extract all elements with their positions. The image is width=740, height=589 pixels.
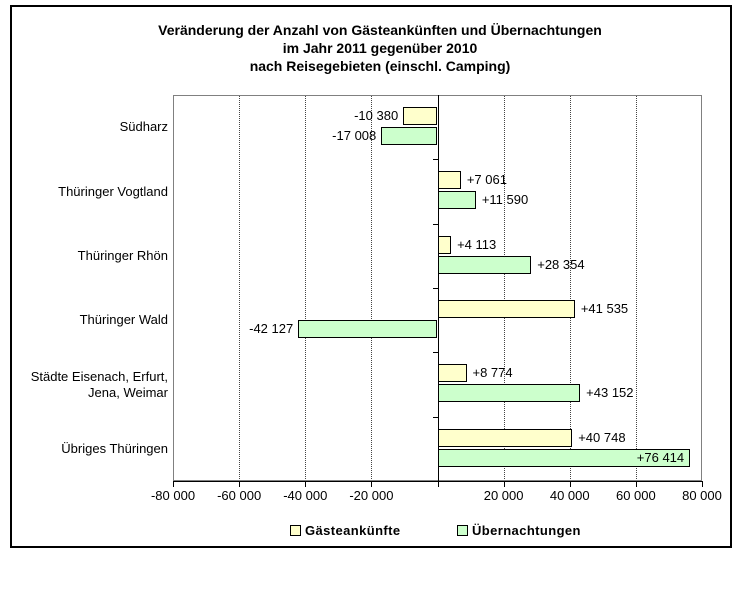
gridline — [635, 95, 637, 481]
category-axis-tick — [432, 288, 438, 289]
bar-uebernachtungen — [437, 255, 532, 274]
category-label: Städte Eisenach, Erfurt, Jena, Weimar — [30, 368, 168, 400]
x-axis-tick — [305, 481, 307, 487]
chart-title-line3: nach Reisegebieten (einschl. Camping) — [249, 58, 511, 74]
bar-gaesteankuenfte — [437, 171, 461, 190]
x-axis-tick-label: -40 000 — [283, 488, 328, 503]
bar-gaesteankuenfte — [437, 235, 452, 254]
legend: Gästeankünfte Übernachtungen — [0, 523, 740, 539]
bar-gaesteankuenfte — [437, 300, 575, 318]
chart-title: Veränderung der Anzahl von Gästeankünfte… — [30, 21, 730, 75]
gridline — [239, 95, 241, 481]
category-label: Thüringer Wald — [79, 312, 168, 328]
bar-uebernachtungen — [298, 320, 438, 338]
bar-gaesteankuenfte — [437, 428, 573, 447]
category-axis-tick — [432, 223, 438, 225]
x-axis-tick-label: 20 000 — [483, 488, 524, 503]
category-label: Thüringer Vogtland — [58, 183, 168, 199]
bar-value-label: -42 127 — [249, 321, 294, 336]
bar-value-label: -17 008 — [332, 128, 377, 143]
legend-label-uebernachtungen: Übernachtungen — [472, 523, 581, 538]
category-axis-line — [437, 95, 439, 481]
gridline — [569, 95, 571, 481]
x-axis-tick-label: -80 000 — [150, 488, 196, 503]
category-label: Übriges Thüringen — [61, 440, 168, 456]
category-label: Thüringer Rhön — [77, 247, 168, 263]
gridline — [371, 95, 373, 481]
x-axis-tick-label: 40 000 — [549, 488, 590, 503]
x-axis-tick — [239, 481, 241, 487]
legend-label-gaesteankuenfte: Gästeankünfte — [305, 523, 401, 538]
bar-value-label: +4 113 — [457, 236, 497, 252]
bar-value-label: +8 774 — [472, 365, 513, 381]
x-axis-tick — [569, 481, 571, 487]
category-axis-tick — [432, 159, 438, 161]
x-axis-tick — [371, 481, 373, 487]
legend-swatch-gaesteankuenfte — [290, 525, 301, 536]
bar-uebernachtungen — [437, 384, 581, 403]
bar-value-label: +28 354 — [537, 256, 585, 272]
gridline — [503, 95, 505, 481]
x-axis-tick — [635, 481, 637, 487]
x-axis-tick — [702, 481, 703, 487]
bar-value-label: +7 061 — [466, 172, 507, 188]
x-axis-tick — [437, 481, 439, 487]
category-axis-tick — [432, 416, 438, 418]
x-axis-tick-label: -20 000 — [349, 488, 394, 503]
bar-uebernachtungen — [437, 191, 476, 210]
x-axis-tick-label: 60 000 — [615, 488, 656, 503]
bar-value-label: -10 380 — [354, 108, 399, 123]
category-label: Südharz — [119, 119, 168, 135]
gridline — [305, 95, 307, 481]
bar-uebernachtungen — [381, 127, 438, 145]
bar-value-label: +41 535 — [580, 301, 629, 316]
bar-value-label: +76 414 — [636, 449, 685, 465]
category-axis-tick — [432, 352, 438, 354]
legend-swatch-uebernachtungen — [457, 525, 468, 536]
chart-title-line2: im Jahr 2011 gegenüber 2010 — [282, 40, 478, 56]
legend-item-uebernachtungen: Übernachtungen — [457, 523, 581, 538]
bar-gaesteankuenfte — [437, 364, 467, 383]
chart-title-line1: Veränderung der Anzahl von Gästeankünfte… — [158, 22, 602, 38]
bar-value-label: +40 748 — [578, 429, 626, 445]
bar-value-label: +11 590 — [481, 192, 529, 208]
x-axis-tick-label: -60 000 — [217, 488, 262, 503]
x-axis-tick — [503, 481, 505, 487]
bar-value-label: +43 152 — [586, 385, 634, 401]
bar-gaesteankuenfte — [403, 107, 438, 125]
bar-uebernachtungen — [437, 448, 691, 467]
legend-item-gaesteankuenfte: Gästeankünfte — [290, 523, 401, 538]
x-axis-tick — [173, 481, 174, 487]
x-axis-tick-label: 80 000 — [682, 488, 722, 503]
